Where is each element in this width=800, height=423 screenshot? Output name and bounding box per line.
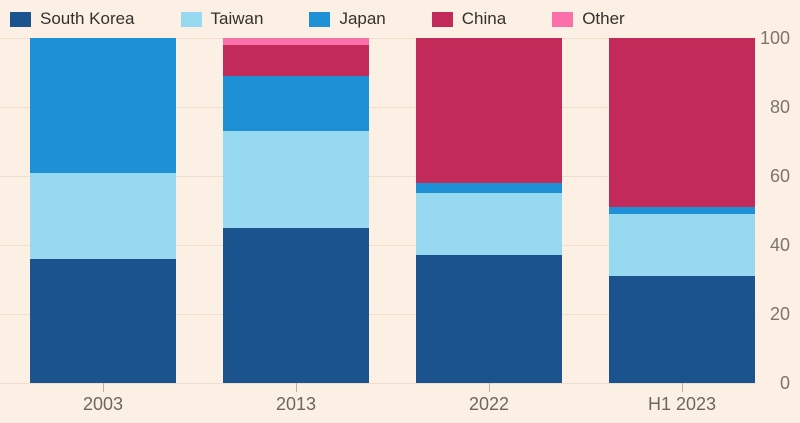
bar-segment-china	[223, 44, 369, 76]
y-axis-tick-label: 60	[769, 166, 790, 186]
chart-legend: South Korea Taiwan Japan China Other	[10, 9, 625, 29]
x-axis-tick	[296, 383, 297, 392]
legend-item-china: China	[431, 9, 507, 29]
stacked-bar-2003	[30, 38, 176, 383]
bar-segment-south-korea	[416, 255, 562, 383]
legend-item-taiwan: Taiwan	[180, 9, 264, 29]
gridline-0	[0, 383, 756, 384]
legend-item-other: Other	[552, 9, 625, 29]
gridline-100	[0, 38, 756, 39]
gridline-20	[0, 314, 756, 315]
legend-swatch-icon	[10, 11, 31, 27]
bar-segment-china	[416, 38, 562, 183]
legend-swatch-icon	[309, 11, 331, 27]
legend-item-south-korea: South Korea	[10, 9, 135, 29]
stacked-bar-h1-2023	[609, 38, 755, 383]
bar-segment-japan	[30, 38, 176, 173]
legend-label: South Korea	[40, 9, 135, 28]
bar-segment-japan	[223, 75, 369, 132]
legend-swatch-icon	[431, 11, 453, 27]
x-axis-tick	[682, 383, 683, 392]
gridline-80	[0, 107, 756, 108]
bar-segment-south-korea	[30, 258, 176, 383]
y-axis-tick-label: 20	[769, 304, 790, 324]
legend-item-japan: Japan	[309, 9, 386, 29]
bar-segment-other	[223, 38, 369, 45]
legend-swatch-icon	[552, 11, 574, 27]
x-axis-label-2022: 2022	[468, 394, 510, 414]
x-axis-label-2003: 2003	[82, 394, 124, 414]
gridline-40	[0, 245, 756, 246]
y-axis-tick-label: 0	[779, 373, 790, 393]
gridline-60	[0, 176, 756, 177]
bar-segment-japan	[609, 207, 755, 214]
x-axis-tick	[489, 383, 490, 392]
bar-segment-south-korea	[609, 276, 755, 383]
legend-label: China	[461, 9, 507, 28]
stacked-bar-2013	[223, 38, 369, 383]
y-axis-tick-label: 80	[769, 97, 790, 117]
bar-segment-south-korea	[223, 227, 369, 383]
bar-segment-china	[609, 38, 755, 208]
x-axis-label-h1-2023: H1 2023	[647, 394, 717, 414]
bar-segment-taiwan	[416, 193, 562, 256]
x-axis-label-2013: 2013	[275, 394, 317, 414]
legend-swatch-icon	[180, 11, 202, 27]
legend-label: Other	[582, 9, 625, 28]
y-axis-tick-label: 100	[759, 28, 790, 48]
bar-segment-japan	[416, 182, 562, 194]
bar-segment-taiwan	[609, 213, 755, 277]
bar-segment-taiwan	[30, 172, 176, 259]
stacked-bar-2022	[416, 38, 562, 383]
legend-label: Taiwan	[210, 9, 264, 28]
y-axis-tick-label: 40	[769, 235, 790, 255]
bar-segment-taiwan	[223, 131, 369, 228]
legend-label: Japan	[339, 9, 386, 28]
x-axis-tick	[103, 383, 104, 392]
